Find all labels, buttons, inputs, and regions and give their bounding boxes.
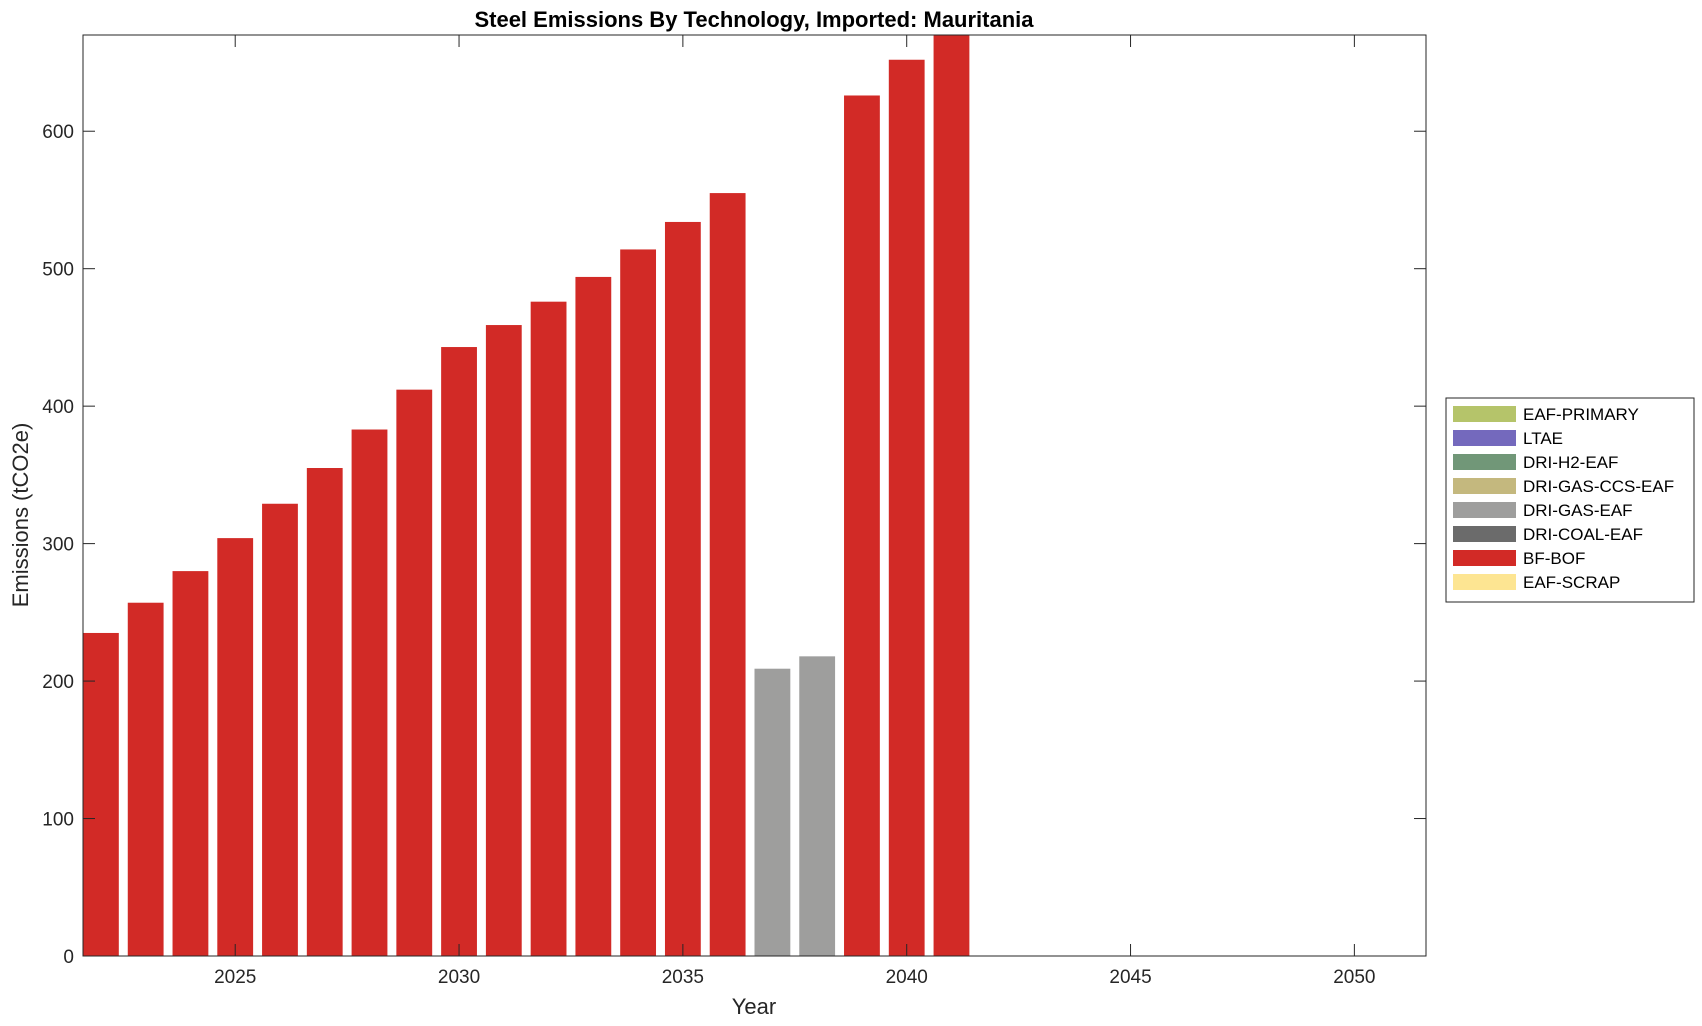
y-tick-label: 400 — [42, 397, 74, 418]
y-tick-label: 0 — [63, 947, 74, 968]
x-tick-label: 2050 — [1333, 967, 1375, 988]
bar-bf-bof-2036 — [709, 193, 746, 956]
bar-bf-bof-2032 — [530, 301, 567, 956]
legend-label-dri-gas-eaf: DRI-GAS-EAF — [1523, 501, 1633, 520]
y-tick-label: 200 — [42, 672, 74, 693]
legend-label-bf-bof: BF-BOF — [1523, 549, 1585, 568]
bar-bf-bof-2026 — [262, 503, 298, 956]
legend-swatch-dri-coal-eaf — [1453, 526, 1516, 542]
y-tick-label: 100 — [42, 810, 74, 831]
bar-bf-bof-2025 — [217, 538, 254, 956]
bar-bf-bof-2023 — [127, 602, 164, 956]
bar-bf-bof-2040 — [888, 59, 925, 956]
bar-dri-gas-eaf-2038 — [799, 656, 836, 956]
legend-label-eaf-primary: EAF-PRIMARY — [1523, 405, 1639, 424]
legend: EAF-PRIMARY LTAE DRI-H2-EAF DRI-GAS-CCS-EAF… — [1445, 397, 1695, 603]
bar-dri-gas-eaf-2037 — [754, 668, 791, 956]
legend-label-dri-gas-ccs-eaf: DRI-GAS-CCS-EAF — [1523, 477, 1674, 496]
legend-label-ltae: LTAE — [1523, 429, 1563, 448]
bar-bf-bof-2027 — [306, 468, 343, 956]
bar-bf-bof-2041 — [933, 35, 970, 956]
y-tick-label: 300 — [42, 535, 74, 556]
bar-bf-bof-2034 — [620, 249, 657, 957]
x-axis-label: Year — [732, 994, 776, 1019]
plot-area: 2025 2030 2035 2040 2045 2050 0 100 200 300 400 500… — [42, 34, 1427, 988]
bar-bf-bof-2024 — [172, 571, 209, 956]
y-axis-label: Emissions (tCO2e) — [8, 423, 33, 608]
bar-bf-bof-2031 — [485, 325, 522, 956]
legend-swatch-dri-gas-eaf — [1453, 502, 1516, 518]
legend-label-eaf-scrap: EAF-SCRAP — [1523, 573, 1620, 592]
legend-label-dri-h2-eaf: DRI-H2-EAF — [1523, 453, 1618, 472]
legend-label-dri-coal-eaf: DRI-COAL-EAF — [1523, 525, 1643, 544]
y-tick-label: 500 — [42, 260, 74, 281]
axes-box — [82, 34, 1427, 957]
y-tick-label: 600 — [42, 122, 74, 143]
x-tick-label: 2035 — [662, 967, 704, 988]
legend-swatch-eaf-scrap — [1453, 574, 1516, 590]
legend-swatch-dri-gas-ccs-eaf — [1453, 478, 1516, 494]
bar-bf-bof-2029 — [396, 389, 433, 957]
x-tick-label: 2030 — [438, 967, 480, 988]
x-tick-label: 2040 — [886, 967, 928, 988]
chart-title: Steel Emissions By Technology, Imported:… — [474, 7, 1034, 32]
bar-bf-bof-2039 — [844, 95, 880, 956]
bar-bf-bof-2028 — [351, 429, 388, 956]
bar-bf-bof-2035 — [664, 221, 701, 957]
legend-swatch-bf-bof — [1453, 550, 1516, 566]
bar-bf-bof-2030 — [441, 347, 477, 957]
bar-bf-bof-2033 — [575, 276, 612, 956]
legend-box — [1445, 397, 1695, 603]
legend-swatch-ltae — [1453, 430, 1516, 446]
legend-swatch-eaf-primary — [1453, 406, 1516, 422]
x-tick-label: 2045 — [1109, 967, 1151, 988]
bar-bf-bof-2022 — [83, 632, 119, 956]
legend-swatch-dri-h2-eaf — [1453, 454, 1516, 470]
x-tick-label: 2025 — [214, 967, 256, 988]
